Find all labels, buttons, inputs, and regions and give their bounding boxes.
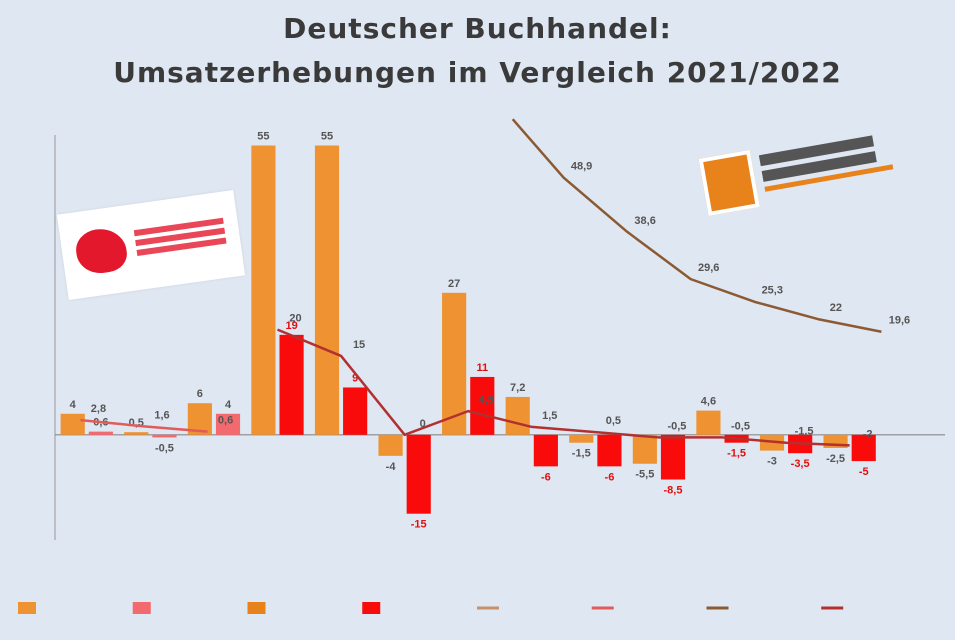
bar-value-label: -0,5: [155, 442, 174, 454]
bar: [660, 434, 686, 480]
line-value-label: 38,6: [634, 215, 655, 227]
line-value-label: 0,5: [606, 415, 621, 427]
bar-value-label: 4: [225, 399, 232, 411]
legend-swatch: [247, 602, 266, 614]
legend-swatch: [18, 602, 36, 614]
bar: [505, 396, 530, 435]
bar: [632, 434, 657, 464]
bar: [597, 434, 622, 467]
bar: [88, 431, 113, 435]
chart-title-line2: Umsatzerhebungen im Vergleich 2021/2022: [113, 56, 842, 89]
line-value-label: -0,5: [731, 420, 750, 432]
bar: [406, 434, 431, 514]
bar: [60, 413, 85, 435]
series-line: [511, 118, 882, 333]
bar: [696, 410, 721, 435]
bar-value-label: 9: [352, 372, 358, 384]
line-value-label: 1,6: [154, 409, 169, 421]
bar: [152, 434, 177, 438]
bar: [569, 434, 594, 443]
bar-value-label: -3,5: [791, 458, 810, 470]
line-value-label: 0,6: [218, 415, 233, 427]
bar-value-label: -6: [605, 471, 615, 483]
legend-swatch: [362, 602, 381, 614]
bar-value-label: 4: [70, 399, 77, 411]
bar-value-label: 7,2: [510, 382, 525, 394]
bar-value-label: -1,5: [727, 448, 746, 460]
line-value-label: 0: [420, 418, 426, 430]
bar-value-label: -5,5: [635, 469, 654, 481]
line-value-label: 15: [353, 339, 365, 351]
bar: [314, 145, 340, 435]
bar-value-label: -3: [767, 456, 777, 468]
bar-value-label: -15: [411, 519, 427, 531]
line-value-label: 29,6: [698, 262, 719, 274]
logo-text-placeholder: [758, 121, 934, 197]
line-value-label: 1,5: [542, 410, 557, 422]
logo-mark-icon: [73, 225, 130, 277]
bar-value-label: 4,6: [701, 396, 716, 408]
logo-square-icon: [698, 149, 760, 216]
bar: [251, 145, 276, 435]
bar-value-label: -4: [386, 461, 397, 473]
bar: [851, 434, 876, 462]
bar-value-label: 27: [448, 278, 460, 290]
line-value-label: -1,5: [795, 426, 814, 438]
series-line: [277, 328, 850, 447]
bar-value-label: 6: [197, 388, 203, 400]
line-value-label: 25,3: [762, 285, 783, 297]
line-value-label: 20: [289, 313, 301, 325]
bar: [378, 434, 403, 456]
chart-title-line1: Deutscher Buchhandel:: [283, 12, 672, 45]
bar: [279, 334, 304, 435]
bar-value-label: -1,5: [572, 448, 591, 460]
legend-swatch: [132, 602, 151, 614]
bar: [442, 292, 467, 435]
bar-value-label: -5: [859, 466, 869, 478]
bar-value-label: 19: [285, 320, 297, 332]
line-value-label: 22: [830, 302, 842, 314]
bar-value-label: 11: [476, 362, 488, 374]
bar-value-label: -6: [541, 471, 551, 483]
line-value-label: -0,5: [667, 420, 686, 432]
bar: [470, 376, 495, 435]
series-line: [80, 418, 208, 433]
bar-value-label: -2,5: [826, 453, 845, 465]
bar: [533, 434, 558, 467]
bar: [124, 432, 149, 435]
bar-value-label: -8,5: [664, 485, 683, 497]
line-value-label: 2,8: [91, 403, 106, 415]
logo-text-placeholder: [133, 214, 227, 260]
bar: [215, 413, 241, 435]
bar-value-label: 55: [321, 131, 333, 143]
bar: [343, 387, 368, 435]
bar-value-label: 55: [257, 131, 269, 143]
line-value-label: 19,6: [889, 315, 910, 327]
line-value-label: 4,5: [479, 394, 494, 406]
line-value-label: -2: [863, 428, 873, 440]
line-value-label: 48,9: [571, 161, 592, 173]
